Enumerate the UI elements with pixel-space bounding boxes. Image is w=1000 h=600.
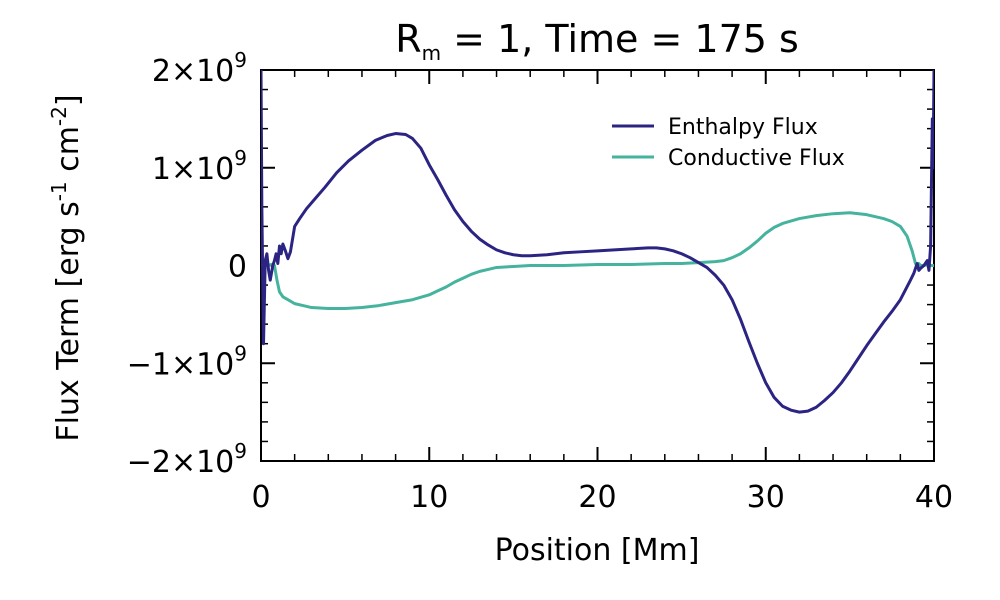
x-tick-label: 20 [578, 480, 616, 515]
series-layer [261, 70, 934, 414]
y-tick-exponent: 9 [234, 341, 247, 365]
y-label-exp1: -1 [47, 181, 71, 201]
y-tick-exponent: 9 [234, 48, 247, 72]
y-label-base: Flux Term [erg s [51, 201, 86, 441]
x-tick-label: 10 [410, 480, 448, 515]
y-tick-prefix: 1×10 [152, 152, 234, 187]
y-axis-label: Flux Term [erg s-1 cm-2] [47, 94, 86, 441]
legend-label: Conductive Flux [668, 146, 845, 171]
y-label-exp2: -2 [47, 106, 71, 126]
title-subscript: m [422, 41, 441, 65]
x-tick-label: 30 [747, 480, 785, 515]
y-tick-label: −1×109 [127, 341, 247, 382]
chart-title: Rm = 1, Time = 175 s [395, 17, 799, 65]
x-tick-label: 40 [915, 480, 953, 515]
legend-label: Enthalpy Flux [668, 115, 818, 140]
title-rest: = 1, Time = 175 s [441, 17, 799, 61]
y-tick-label: 1×109 [152, 146, 247, 187]
series-line-enthalpy-flux [261, 70, 934, 414]
y-label-mid: cm [51, 126, 86, 181]
x-axis-label: Position [Mm] [495, 533, 700, 568]
y-tick-prefix: −1×10 [127, 347, 235, 382]
y-tick-label: 2×109 [152, 48, 247, 89]
y-tick-label: 0 [228, 250, 247, 285]
y-tick-exponent: 9 [234, 439, 247, 463]
legend: Enthalpy Flux Conductive Flux [612, 115, 845, 171]
y-tick-prefix: 0 [228, 250, 247, 285]
title-main: R [395, 17, 421, 61]
y-tick-label: −2×109 [127, 439, 247, 480]
series-line-conductive-flux [261, 211, 934, 311]
y-label-end: ] [51, 94, 86, 106]
x-ticks: 0 10 20 30 40 [251, 70, 953, 515]
x-tick-label: 0 [251, 480, 270, 515]
y-tick-prefix: −2×10 [127, 445, 235, 480]
y-tick-prefix: 2×10 [152, 54, 234, 89]
y-tick-exponent: 9 [234, 146, 247, 170]
